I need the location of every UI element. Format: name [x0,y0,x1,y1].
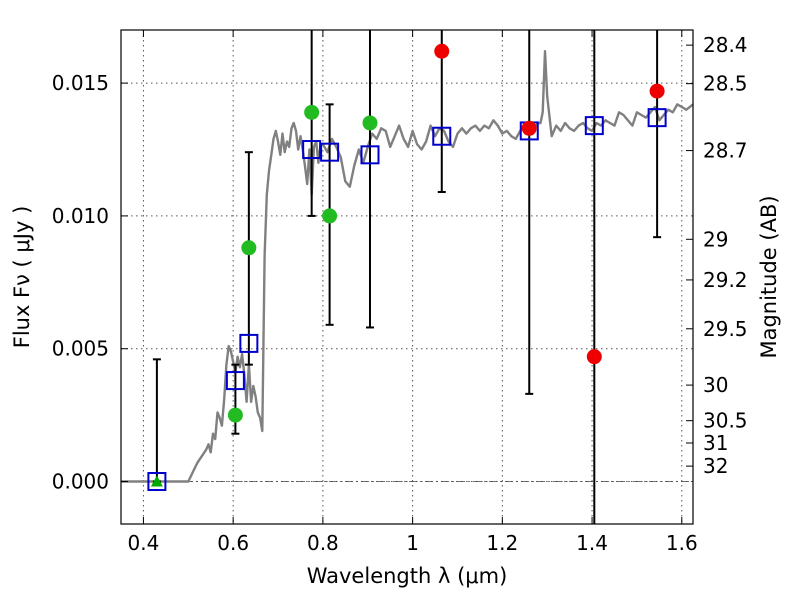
model-flux-square [147,472,167,492]
x-tick-label: 0.4 [128,531,160,555]
magnitude-tick-label: 28.7 [703,139,748,163]
nondetection-point [586,349,602,365]
x-tick-label: 1.6 [666,531,698,555]
model-spectrum-layer [121,50,694,483]
magnitude-tick-label: 28.4 [703,33,748,57]
magnitude-tick-label: 30 [703,373,728,397]
model-flux-square [239,333,259,353]
magnitude-axis-label: Magnitude (AB) [757,195,781,358]
y-axis-label: Flux Fν ( μJy ) [10,206,34,349]
grid-lines [121,30,693,524]
x-tick-label: 0.6 [217,531,249,555]
x-tick-label: 0.8 [307,531,339,555]
model-spectrum-line [121,50,694,483]
x-tick-label: 1.4 [576,531,608,555]
model-flux-square [647,108,667,128]
nondetection-point [649,83,665,99]
model-flux-square [360,145,380,165]
detection-point [362,115,378,131]
nondetection-point [434,43,450,59]
marker-layer [147,43,667,492]
detection-point [241,240,257,256]
model-flux-square [584,116,604,136]
magnitude-tick-label: 30.5 [703,409,748,433]
y-tick-label: 0.015 [52,71,109,95]
magnitude-tick-label: 32 [703,454,728,478]
magnitude-tick-label: 29 [703,227,728,251]
error-bar-layer [152,30,662,524]
magnitude-tick-label: 31 [703,431,728,455]
detection-point [227,407,243,423]
x-tick-label: 1.2 [486,531,518,555]
detection-point [322,208,338,224]
x-axis-label: Wavelength λ (μm) [307,564,508,588]
x-axis-ticks: 0.4 0.6 0.8 1 1.2 1.4 1.6 [128,30,698,555]
magnitude-tick-label: 28.5 [703,72,748,96]
plot-frame [120,29,694,525]
magnitude-tick-label: 29.2 [703,268,748,292]
y-tick-label: 0.010 [52,204,109,228]
model-flux-square [320,142,340,162]
nondetection-point [521,120,537,136]
model-flux-square [432,126,452,146]
model-flux-square [225,371,245,391]
detection-point [304,104,320,120]
x-tick-label: 1 [406,531,419,555]
y-tick-label: 0.005 [52,337,109,361]
magnitude-tick-label: 29.5 [703,317,748,341]
upper-limit-triangle [150,475,163,487]
y-axis-ticks: 0.000 0.005 0.010 0.015 [52,71,128,494]
y-tick-label: 0.000 [52,470,109,494]
